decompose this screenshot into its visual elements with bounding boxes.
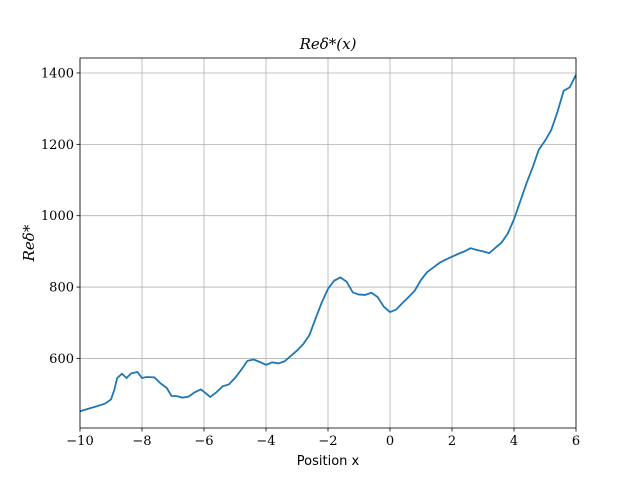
x-axis-label: Position x <box>297 454 360 469</box>
data-line <box>79 74 577 413</box>
x-tick-label: −6 <box>194 434 213 449</box>
y-tick-label: 1000 <box>41 209 74 224</box>
x-tick-label: 2 <box>448 434 456 449</box>
chart-title: Reδ*(x) <box>299 35 357 53</box>
y-tick-label: 800 <box>49 281 74 296</box>
x-tick-label: −8 <box>132 434 151 449</box>
y-axis-label: Reδ* <box>20 224 38 262</box>
x-tick-label: −10 <box>66 434 93 449</box>
y-tick-label: 1200 <box>41 138 74 153</box>
x-tick-label: −4 <box>256 434 275 449</box>
x-tick-label: 6 <box>572 434 580 449</box>
y-tick-label: 600 <box>49 352 74 367</box>
x-tick-label: 4 <box>510 434 518 449</box>
x-tick-label: −2 <box>318 434 337 449</box>
y-tick-label: 1400 <box>41 66 74 81</box>
plot-frame <box>79 57 577 429</box>
x-tick-label: 0 <box>386 434 394 449</box>
